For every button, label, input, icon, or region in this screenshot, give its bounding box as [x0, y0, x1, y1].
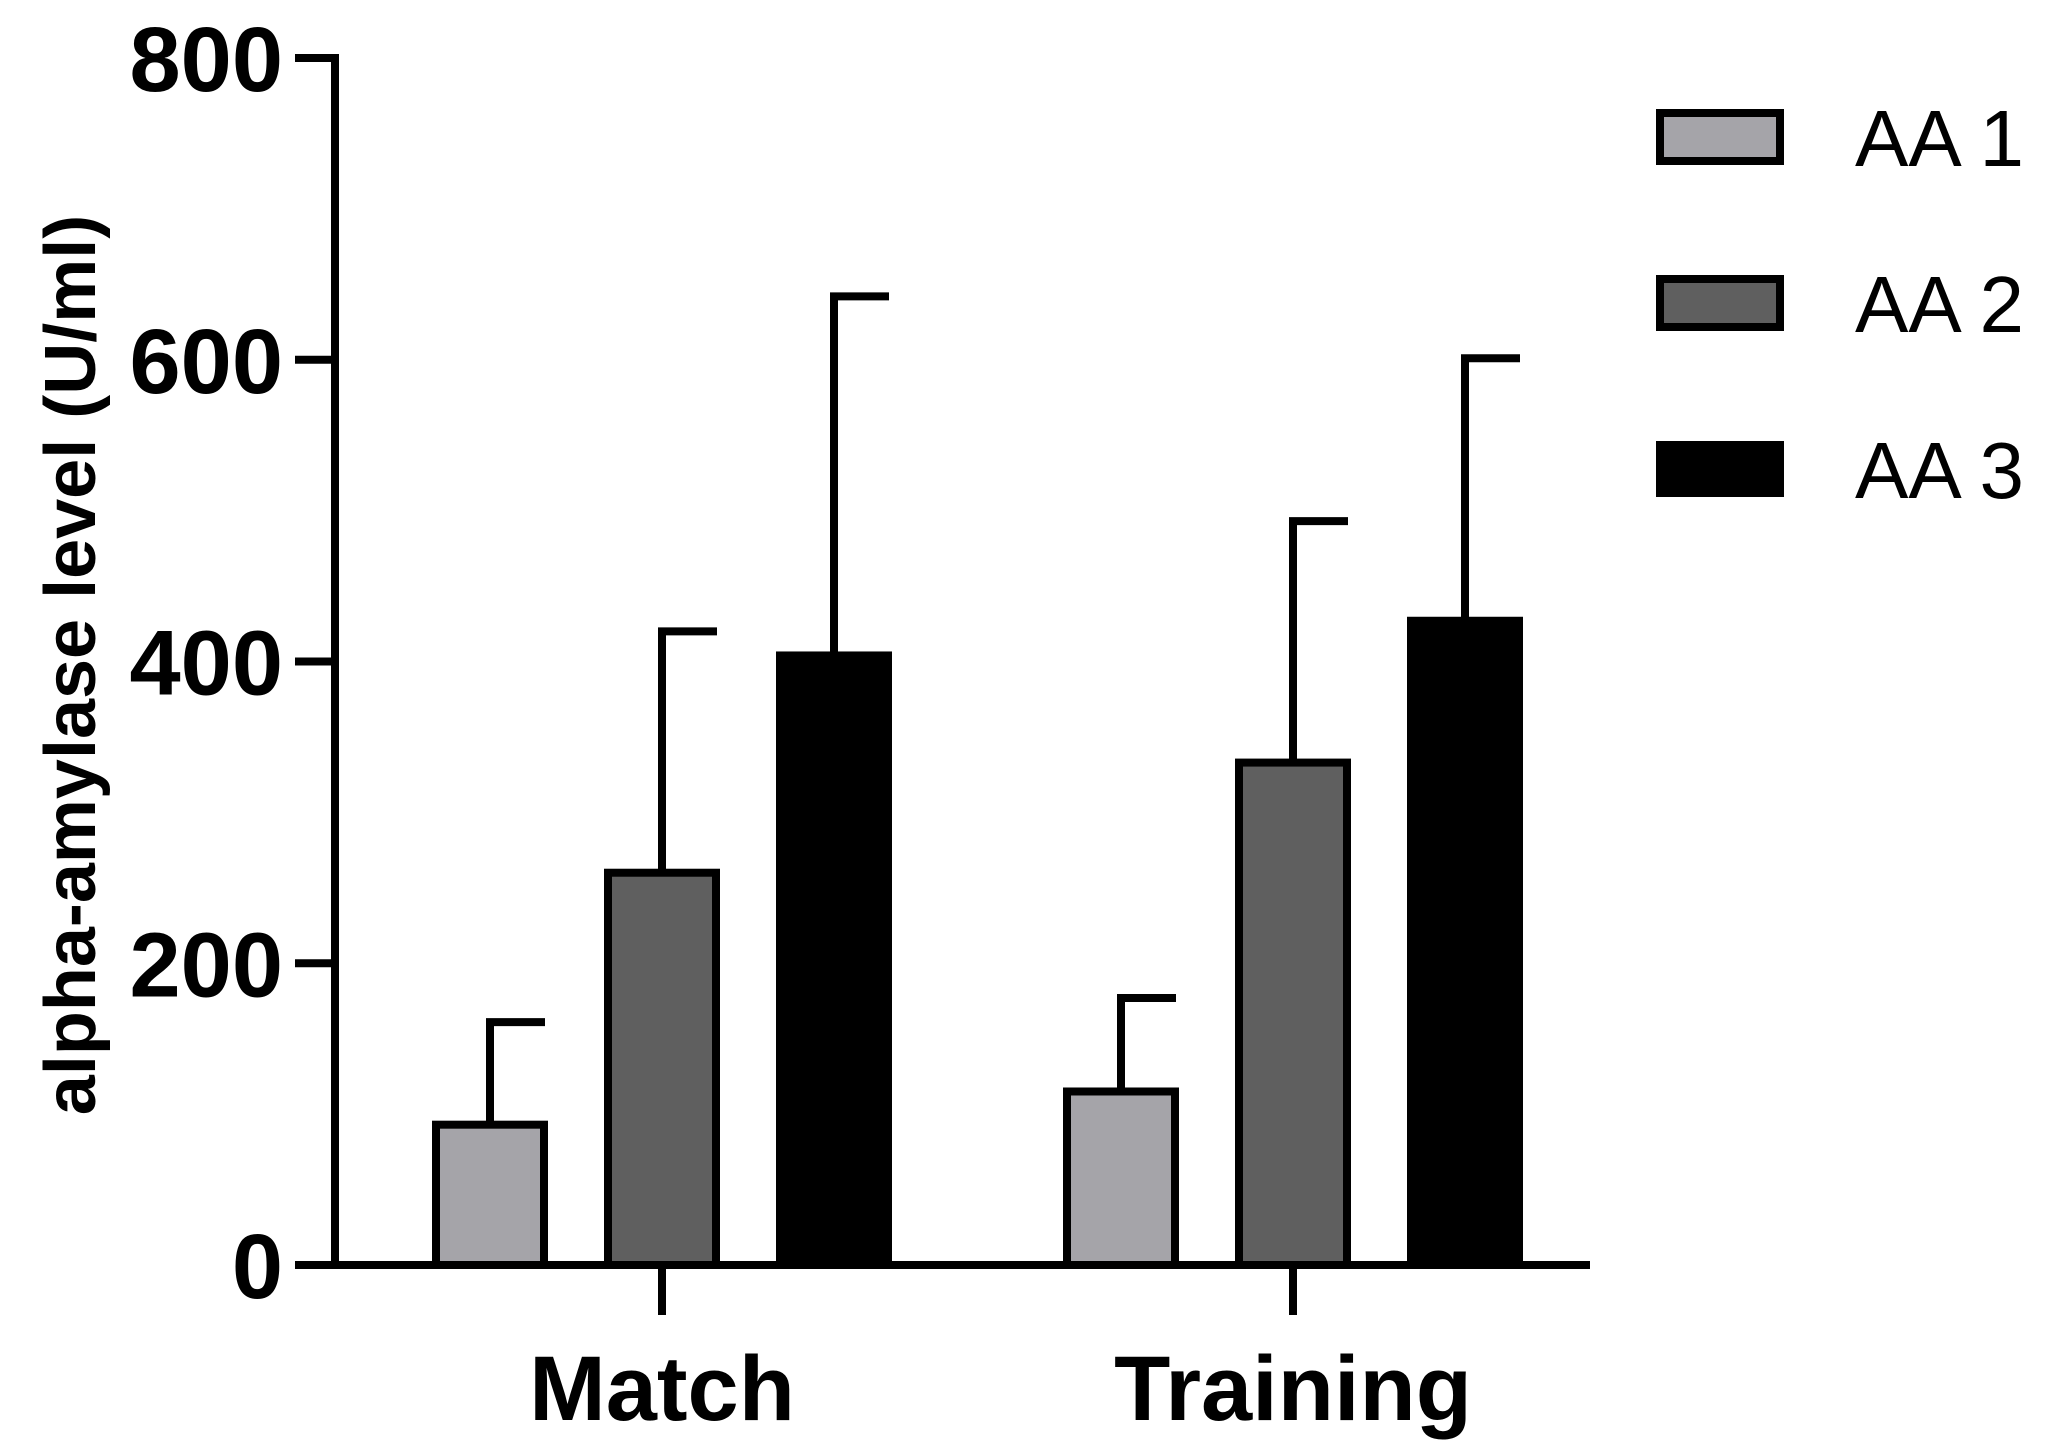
- legend-swatch: [1656, 275, 1784, 331]
- x-category-label: Match: [529, 1338, 795, 1440]
- legend: AA 1 AA 2 AA 3: [1656, 94, 2024, 515]
- bar: [1235, 758, 1351, 1269]
- y-tick-label: 800: [130, 9, 284, 111]
- y-tick-label: 400: [130, 613, 284, 715]
- legend-swatch: [1656, 441, 1784, 497]
- x-axis: Match Training: [331, 1261, 1590, 1440]
- y-axis-title: alpha-amylase level (U/ml): [31, 215, 111, 1115]
- y-tick-label: 0: [232, 1216, 283, 1318]
- legend-swatch: [1656, 109, 1784, 165]
- bar: [432, 1120, 548, 1270]
- bar: [1407, 616, 1523, 1269]
- legend-label: AA 2: [1855, 260, 2024, 349]
- bar: [1063, 1087, 1179, 1270]
- error-bars: [486, 292, 1520, 1125]
- bar: [604, 868, 720, 1269]
- legend-label: AA 1: [1855, 94, 2024, 183]
- legend-label: AA 3: [1855, 426, 2024, 515]
- x-category-label: Training: [1114, 1338, 1472, 1440]
- bars: [432, 616, 1523, 1270]
- bar: [776, 651, 892, 1269]
- y-axis: 0 200 400 600 800: [130, 9, 339, 1318]
- y-tick-label: 600: [130, 311, 284, 413]
- y-tick-label: 200: [130, 914, 284, 1016]
